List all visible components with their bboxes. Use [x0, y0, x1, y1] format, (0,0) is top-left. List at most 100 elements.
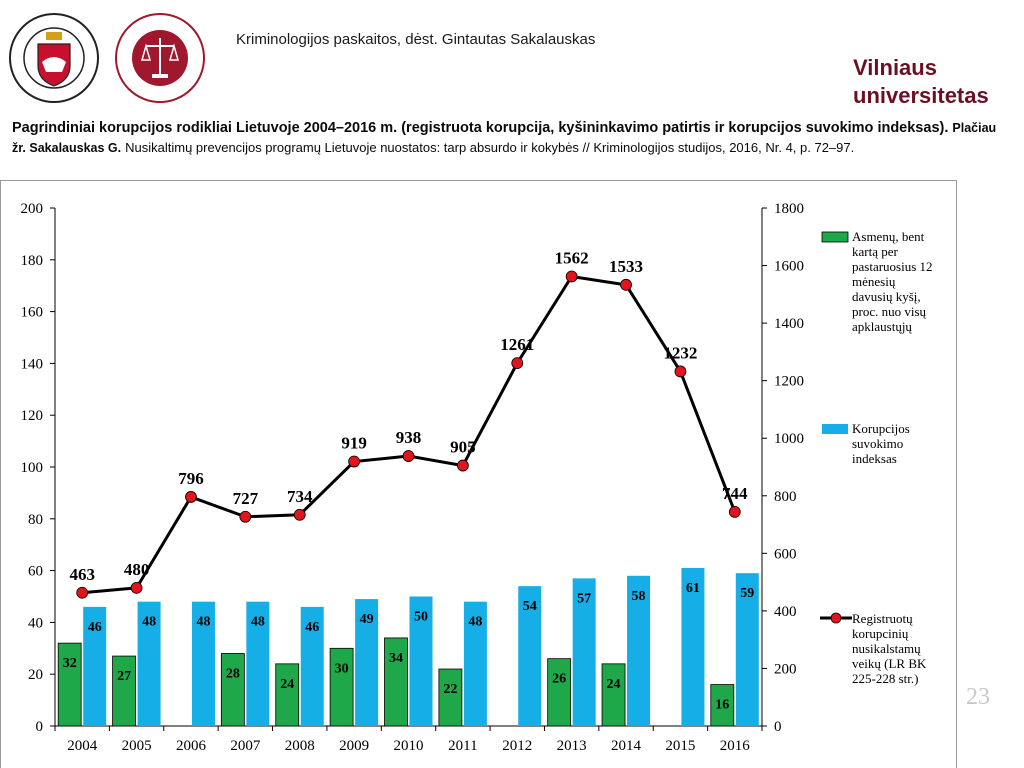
chart-frame: [0, 180, 957, 768]
bar-corruption-index: [246, 601, 270, 726]
x-tick-label: 2010: [394, 738, 424, 754]
right-tick-label: 400: [774, 604, 797, 620]
bar-bribe-experience: [710, 684, 735, 727]
course-title: Kriminologijos paskaitos, dėst. Gintauta…: [236, 31, 596, 48]
bar-corruption-index: [191, 601, 215, 726]
left-tick-label: 60: [28, 564, 43, 580]
bar-bribe-experience: [384, 637, 408, 727]
line-point-label: 1232: [663, 343, 697, 362]
legend-swatch-corruption-index: [822, 424, 848, 434]
law-faculty-seal-icon: [115, 13, 205, 103]
line-point-label: 938: [396, 428, 422, 447]
legend-label: proc. nuo visų: [852, 304, 927, 319]
bar-bribe-experience-label: 34: [389, 651, 403, 666]
x-tick-label: 2016: [720, 738, 751, 754]
bar-bribe-experience-label: 16: [715, 698, 729, 713]
bar-bribe-experience-label: 30: [335, 661, 349, 676]
bar-bribe-experience-label: 22: [443, 682, 457, 697]
bar-corruption-index-label: 48: [468, 615, 482, 630]
legend-label: suvokimo: [852, 436, 903, 451]
line-point-label: 480: [124, 560, 150, 579]
x-tick-label: 2006: [176, 738, 207, 754]
left-tick-label: 20: [28, 667, 43, 683]
bar-bribe-experience: [547, 658, 572, 727]
x-tick-label: 2005: [122, 738, 152, 754]
right-tick-label: 0: [774, 719, 782, 735]
page-number: 23: [966, 684, 990, 710]
bar-corruption-index: [572, 578, 596, 726]
line-point-registered-corruption: [76, 586, 89, 599]
bar-corruption-index: [735, 573, 759, 726]
line-point-label: 1261: [500, 335, 534, 354]
brand-line-2: universitetas: [853, 83, 989, 108]
line-point-label: 905: [450, 438, 476, 457]
bar-corruption-index-label: 58: [632, 589, 646, 604]
bar-corruption-index: [627, 575, 651, 726]
bar-corruption-index-label: 48: [196, 615, 210, 630]
legend-label: Registruotų: [852, 611, 913, 626]
legend-label: Korupcijos: [852, 421, 910, 436]
bar-bribe-experience-label: 24: [607, 677, 621, 692]
bar-corruption-index-label: 46: [88, 620, 102, 635]
bar-bribe-experience-label: 28: [226, 666, 240, 681]
left-tick-label: 0: [36, 719, 44, 735]
university-brand: Vilniaus universitetas: [853, 54, 989, 110]
x-tick-label: 2009: [339, 738, 369, 754]
x-tick-label: 2014: [611, 738, 642, 754]
line-point-label: 744: [722, 484, 748, 503]
bar-corruption-index-label: 59: [740, 586, 754, 601]
bar-corruption-index-label: 46: [305, 620, 319, 635]
legend-label: apklaustųjų: [852, 319, 912, 334]
x-tick-label: 2008: [285, 738, 315, 754]
bar-corruption-index-label: 54: [523, 599, 537, 614]
right-tick-label: 600: [774, 546, 797, 562]
bar-corruption-index: [355, 599, 379, 726]
legend-label: veikų (LR BK: [852, 656, 927, 671]
bar-corruption-index-label: 48: [142, 615, 156, 630]
x-tick-label: 2007: [230, 738, 261, 754]
bar-corruption-index-label: 48: [251, 615, 265, 630]
legend-label: davusių kyšį,: [852, 289, 921, 304]
legend-label: korupcinių: [852, 626, 909, 641]
bar-corruption-index-label: 61: [686, 581, 700, 596]
bar-corruption-index: [409, 596, 433, 726]
line-point-registered-corruption: [674, 365, 687, 378]
line-point-registered-corruption: [511, 357, 524, 370]
right-tick-label: 1200: [774, 374, 804, 390]
legend-label: Asmenų, bent: [852, 229, 925, 244]
right-tick-label: 1400: [774, 316, 804, 332]
line-point-registered-corruption: [565, 270, 578, 283]
legend-label: mėnesių: [852, 274, 896, 289]
bar-bribe-experience-label: 24: [280, 677, 294, 692]
legend-label: pastaruosius 12: [852, 259, 933, 274]
slide-heading: Pagrindiniai korupcijos rodikliai Lietuv…: [12, 118, 1002, 158]
left-tick-label: 180: [21, 253, 44, 269]
bar-corruption-index: [300, 606, 324, 726]
bar-corruption-index: [83, 606, 107, 726]
right-tick-label: 200: [774, 661, 797, 677]
bar-bribe-experience: [601, 663, 626, 727]
bar-bribe-experience: [438, 668, 463, 727]
line-point-registered-corruption: [620, 278, 632, 291]
bar-bribe-experience-label: 27: [117, 669, 131, 684]
heading-reference: Plačiau žr. Sakalauskas G.: [12, 121, 997, 155]
right-tick-label: 800: [774, 489, 797, 505]
left-tick-label: 160: [21, 305, 44, 321]
heading-citation: Nusikaltimų prevencijos programų Lietuvo…: [125, 140, 855, 155]
bar-bribe-experience-label: 32: [63, 656, 77, 671]
bar-bribe-experience: [329, 647, 354, 727]
left-tick-label: 80: [28, 512, 43, 528]
x-tick-label: 2015: [665, 738, 695, 754]
bar-bribe-experience: [112, 655, 136, 727]
line-point-registered-corruption: [185, 491, 197, 503]
line-point-registered-corruption: [348, 455, 361, 468]
legend-label: indeksas: [852, 451, 897, 466]
x-tick-label: 2004: [67, 738, 98, 754]
left-tick-label: 100: [21, 460, 44, 476]
line-point-label: 919: [341, 434, 367, 453]
left-tick-label: 200: [21, 201, 44, 217]
line-point-registered-corruption: [239, 510, 252, 523]
line-point-label: 1533: [609, 257, 643, 276]
corruption-chart: 0 20 40 60 80 100 120 140 160 180 200 0 200 400 600 800…: [21, 201, 933, 754]
line-point-registered-corruption: [293, 508, 306, 521]
